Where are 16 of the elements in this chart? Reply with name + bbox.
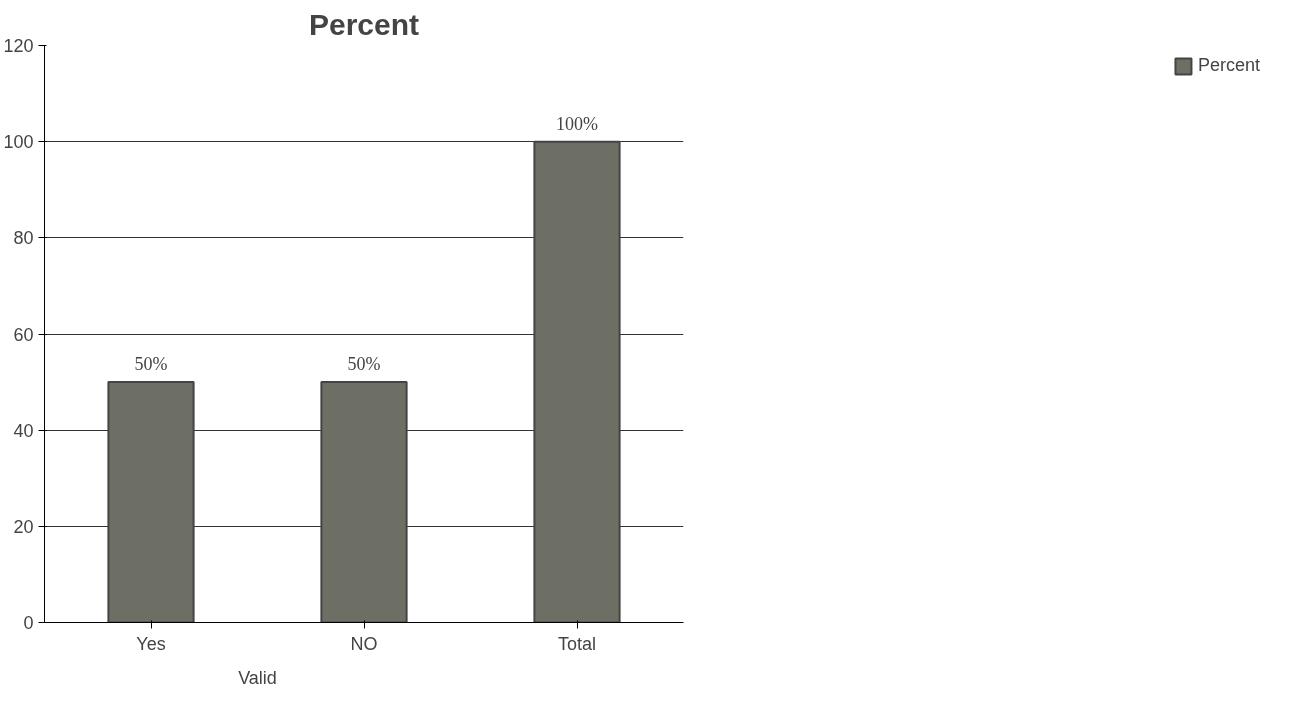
y-tick-label: 40	[13, 420, 34, 441]
y-tick-label: 0	[23, 613, 34, 633]
text: Valid	[238, 667, 277, 688]
x-tick-label: Total	[557, 633, 597, 654]
data-label: 100%	[556, 113, 598, 134]
y-tick-label: 80	[13, 228, 34, 249]
y-tick-label: 120	[3, 36, 34, 56]
x-tick-label: Yes	[136, 633, 166, 654]
chart-title: Percent	[308, 7, 420, 41]
data-label: 50%	[347, 354, 381, 375]
data-label: 50%	[134, 354, 168, 375]
y-tick-label: 60	[13, 324, 34, 345]
y-tick-label: 100	[3, 132, 34, 153]
x-tick-label: NO	[350, 633, 378, 654]
legend-label: Percent	[1197, 55, 1260, 76]
y-tick-label: 20	[13, 516, 34, 537]
